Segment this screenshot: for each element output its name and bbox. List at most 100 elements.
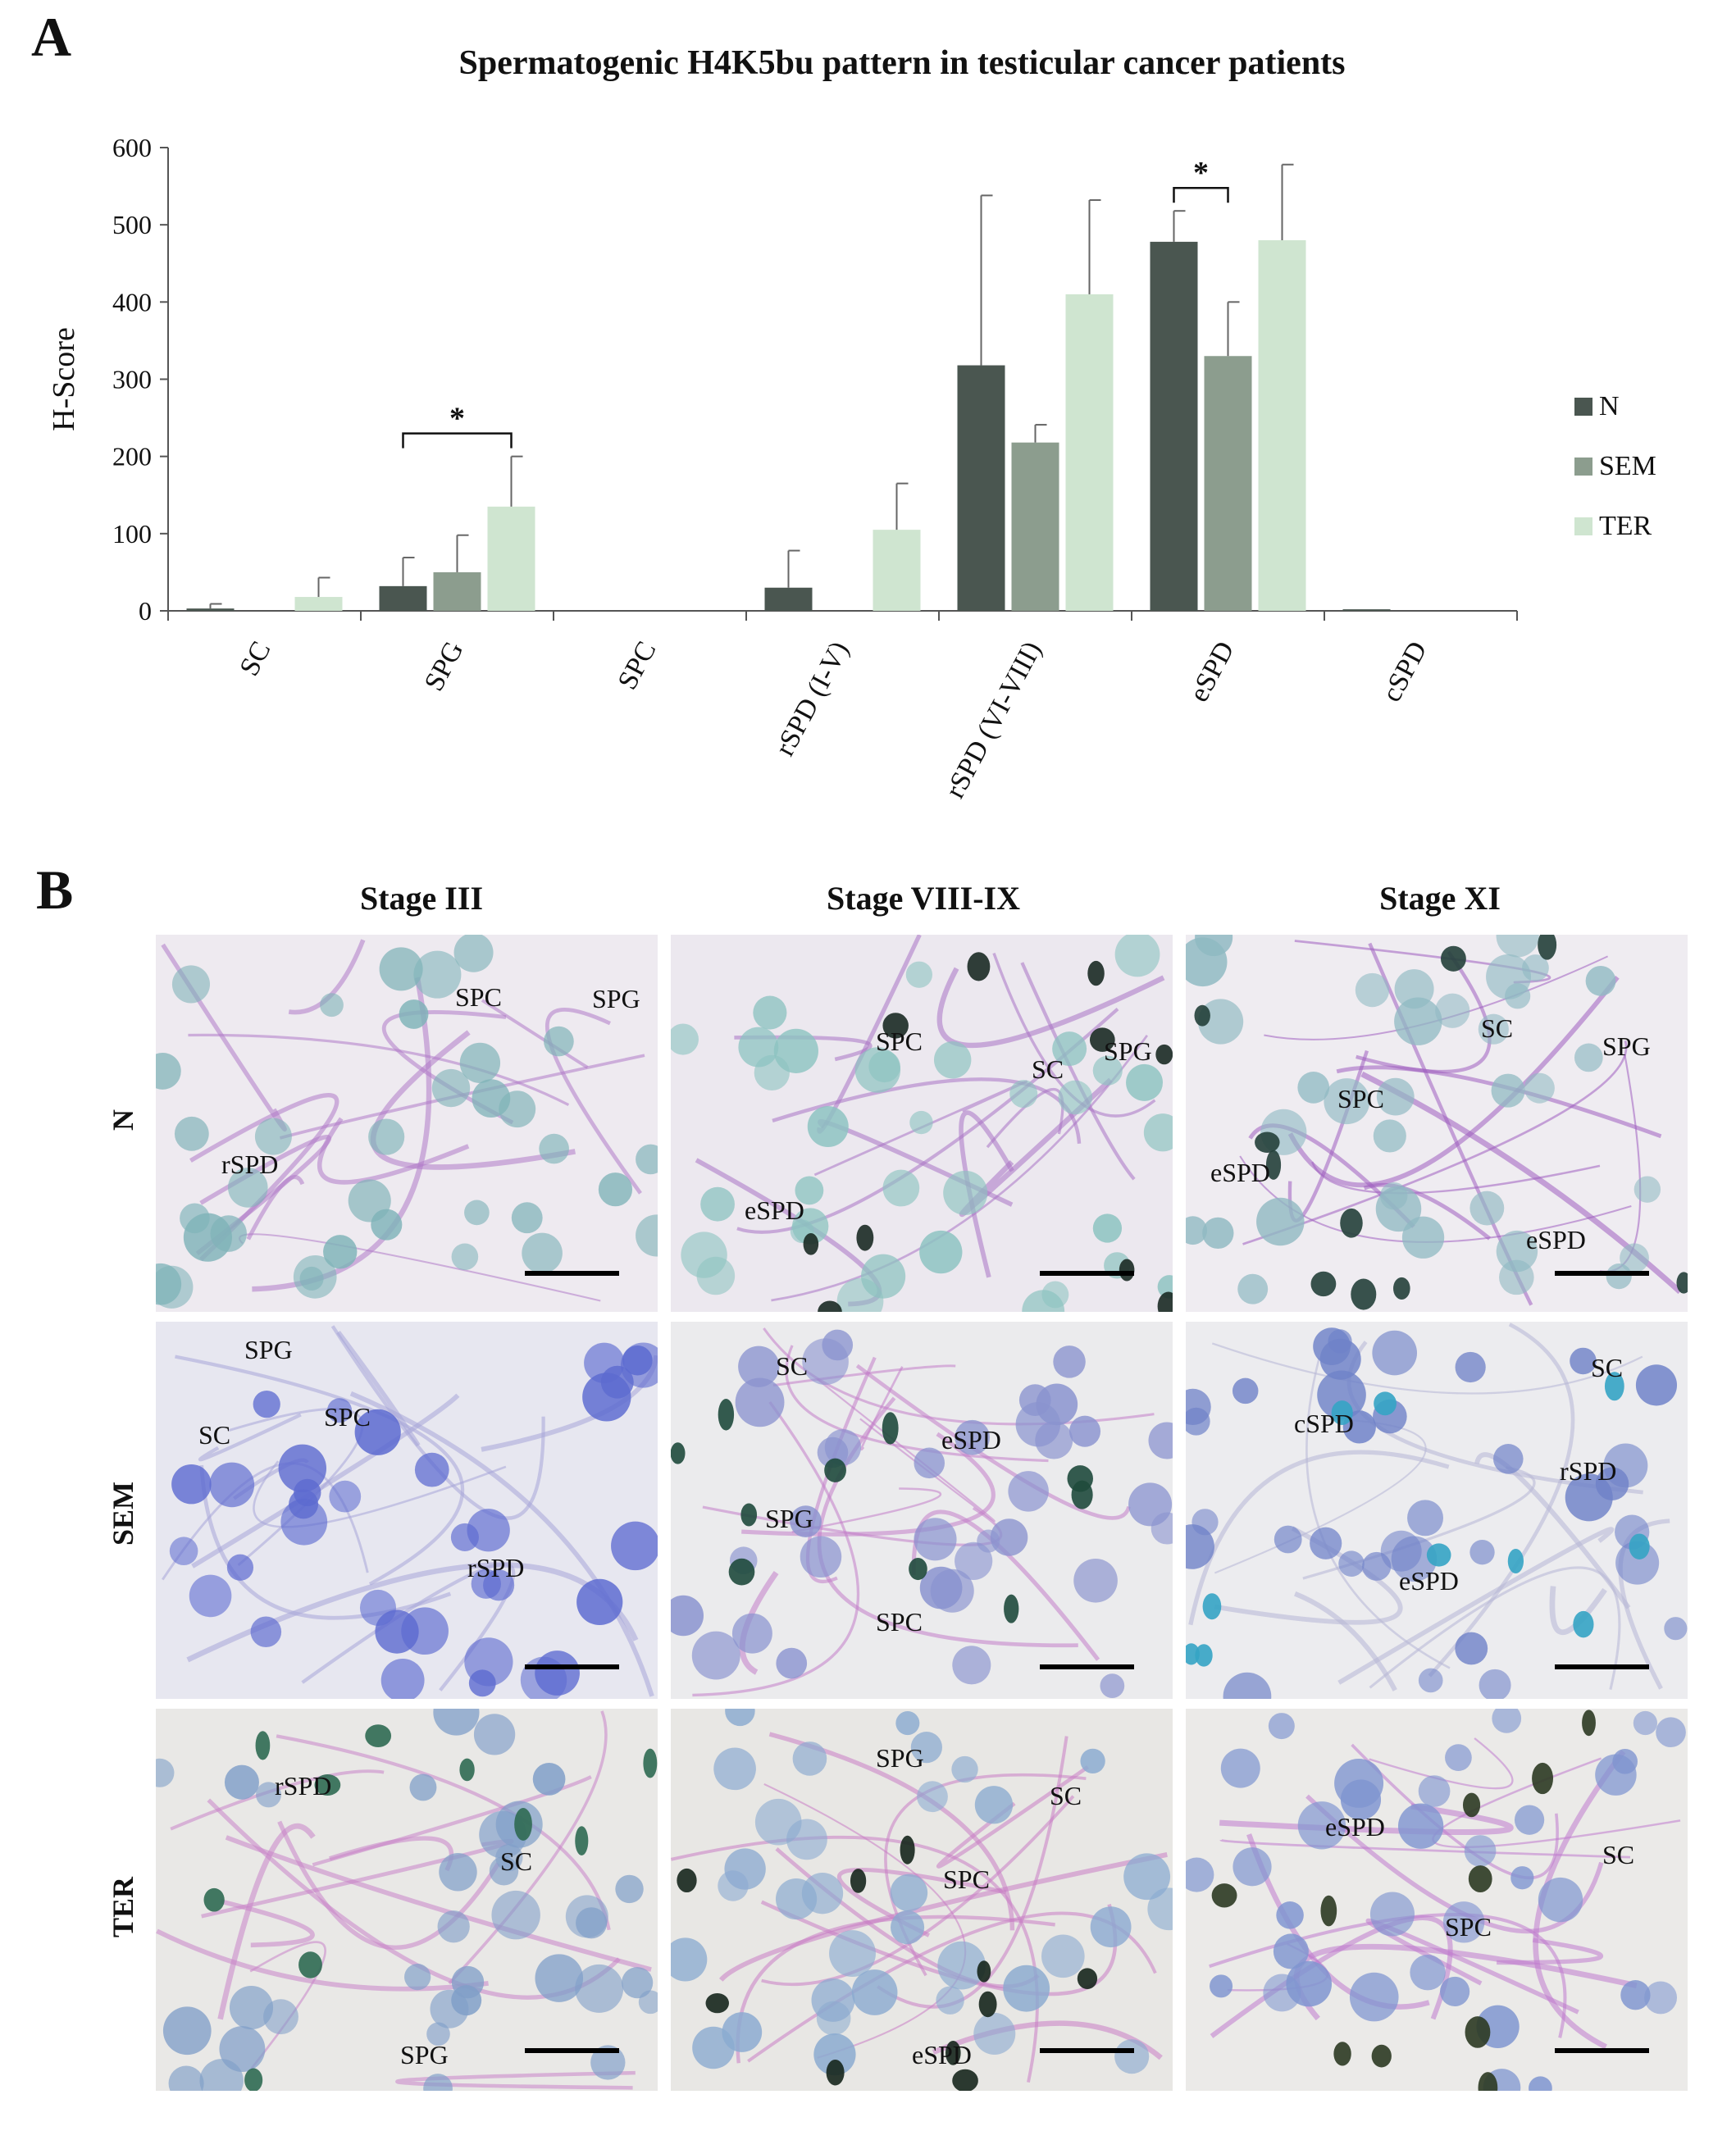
cell-nucleus bbox=[1192, 1509, 1219, 1536]
cell-label: eSPD bbox=[1526, 1225, 1586, 1254]
bar-ter-0 bbox=[294, 597, 343, 611]
cell-nucleus bbox=[539, 1133, 569, 1164]
cell-nucleus bbox=[423, 2074, 453, 2091]
cell-nucleus bbox=[535, 1650, 580, 1696]
cell-nucleus bbox=[1197, 999, 1244, 1045]
significance-marker: * bbox=[449, 402, 465, 436]
cell-nucleus bbox=[611, 1521, 658, 1571]
cell-nucleus bbox=[973, 2012, 1016, 2055]
bar-sem-4 bbox=[1011, 442, 1059, 611]
tissue-fiber bbox=[189, 1093, 339, 1262]
cell-label: SPG bbox=[1602, 1031, 1651, 1061]
scale-bar bbox=[525, 1664, 619, 1669]
row-header-ter: TER bbox=[107, 1876, 139, 1938]
stained-spermatid bbox=[1255, 1131, 1280, 1153]
row-header-n: N bbox=[107, 1109, 139, 1131]
cell-nucleus bbox=[1317, 1370, 1366, 1420]
stained-spermatid bbox=[1331, 1400, 1353, 1426]
cell-nucleus bbox=[890, 1910, 925, 1945]
cell-nucleus bbox=[1418, 1775, 1451, 1807]
micrograph-texture bbox=[1186, 1322, 1688, 1699]
cell-nucleus bbox=[829, 1930, 876, 1978]
stained-spermatid bbox=[882, 1412, 899, 1445]
tissue-fiber bbox=[860, 1366, 904, 1451]
cell-nucleus bbox=[1186, 1857, 1214, 1892]
cell-nucleus bbox=[1276, 1901, 1304, 1929]
cell-nucleus bbox=[914, 1518, 957, 1561]
cell-nucleus bbox=[453, 935, 494, 972]
significance-bracket bbox=[402, 432, 513, 448]
cell-nucleus bbox=[1147, 1887, 1173, 1931]
cell-nucleus bbox=[802, 1338, 849, 1386]
cell-nucleus bbox=[1186, 1524, 1214, 1569]
tissue-fiber bbox=[448, 1710, 608, 1985]
stained-spermatid bbox=[977, 1960, 991, 1983]
legend-swatch-n bbox=[1574, 398, 1592, 416]
cell-nucleus bbox=[890, 1874, 928, 1912]
stained-spermatid bbox=[1440, 945, 1466, 972]
tissue-fiber bbox=[156, 1928, 489, 1992]
cell-nucleus bbox=[1538, 1877, 1583, 1923]
cell-nucleus bbox=[776, 1647, 808, 1679]
stained-spermatid bbox=[818, 1300, 842, 1312]
cell-nucleus bbox=[433, 1709, 480, 1736]
tissue-fiber bbox=[877, 1736, 1068, 2009]
cell-label: SC bbox=[500, 1846, 533, 1876]
scale-bar bbox=[1555, 1271, 1649, 1276]
y-axis-label: H-Score bbox=[47, 327, 81, 431]
cell-nucleus bbox=[1008, 1471, 1049, 1512]
tissue-fiber bbox=[1337, 1527, 1615, 1685]
cell-label: SPC bbox=[876, 1607, 923, 1637]
cell-label: eSPD bbox=[745, 1195, 804, 1225]
cell-label: SPC bbox=[1445, 1912, 1492, 1942]
cell-nucleus bbox=[1595, 1467, 1629, 1500]
micrograph-texture bbox=[1186, 1709, 1688, 2091]
tissue-fiber bbox=[836, 1867, 1007, 1937]
cell-nucleus bbox=[1186, 1388, 1211, 1426]
tissue-fiber bbox=[986, 1087, 1064, 1149]
tissue-fiber bbox=[279, 1054, 645, 1140]
tissue-fiber bbox=[1363, 1182, 1492, 1241]
cell-nucleus bbox=[713, 1747, 756, 1791]
cell-nucleus bbox=[1373, 1119, 1406, 1153]
stained-spermatid bbox=[1604, 1372, 1624, 1401]
y-tick-label: 400 bbox=[112, 287, 152, 316]
stained-spermatid bbox=[1090, 1027, 1115, 1052]
cell-nucleus bbox=[671, 1937, 708, 1982]
cell-nucleus bbox=[489, 1856, 519, 1886]
cell-nucleus bbox=[250, 1616, 282, 1648]
cell-nucleus bbox=[937, 1941, 986, 1990]
stained-spermatid bbox=[909, 1558, 927, 1581]
cell-nucleus bbox=[253, 1391, 280, 1418]
cell-nucleus bbox=[952, 1646, 991, 1685]
cell-label: cSPD bbox=[1294, 1409, 1354, 1438]
cell-nucleus bbox=[1003, 1965, 1050, 2012]
cell-nucleus bbox=[974, 1786, 1014, 1824]
cell-nucleus bbox=[219, 2026, 266, 2073]
bar-ter-3 bbox=[873, 530, 921, 611]
stained-spermatid bbox=[1202, 1593, 1222, 1620]
cell-nucleus bbox=[1092, 1055, 1123, 1086]
stained-spermatid bbox=[1507, 1549, 1524, 1573]
cell-nucleus bbox=[209, 1462, 255, 1508]
cell-nucleus bbox=[1410, 1955, 1446, 1991]
cell-nucleus bbox=[450, 1523, 479, 1551]
cell-label: rSPD bbox=[1560, 1456, 1617, 1486]
micrograph-n-stage-viii-ix: SPC SC SPG eSPD bbox=[671, 935, 1173, 1312]
cell-nucleus bbox=[327, 1398, 353, 1423]
cell-label: eSPD bbox=[912, 2040, 972, 2069]
cell-nucleus bbox=[1585, 965, 1616, 996]
micrograph-ter-stage-iii: rSPD SC SPG bbox=[156, 1709, 658, 2091]
cell-nucleus bbox=[1114, 935, 1160, 977]
cell-label: SPG bbox=[592, 984, 640, 1013]
cell-nucleus bbox=[1486, 954, 1532, 999]
cell-nucleus bbox=[1445, 1744, 1472, 1771]
stained-spermatid bbox=[255, 1731, 271, 1760]
significance-marker: * bbox=[1193, 156, 1209, 190]
cell-nucleus bbox=[1479, 1669, 1511, 1699]
tissue-fiber bbox=[1549, 1586, 1607, 1636]
stained-spermatid bbox=[203, 1887, 225, 1912]
tissue-fiber bbox=[768, 1732, 1015, 1931]
cell-nucleus bbox=[1268, 1713, 1295, 1740]
cell-label: rSPD bbox=[467, 1553, 525, 1582]
